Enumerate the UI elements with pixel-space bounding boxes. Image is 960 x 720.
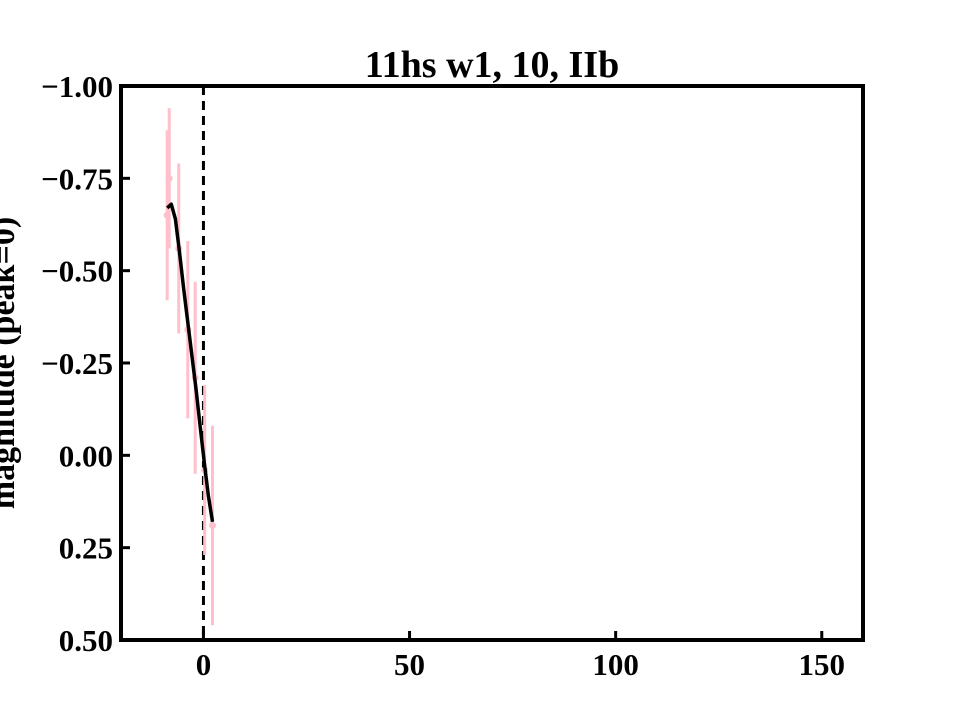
x-tick-label-2: 100 [592,647,639,682]
x-tick-label-1: 50 [394,647,425,682]
data-point-1 [165,174,173,182]
y-tick-label-6: 0.50 [59,623,113,658]
data-point-6 [209,522,217,530]
axis-ticks: 0 50 100 150 −1.00 −0.75 −0.50 −0.25 0.00 0.25 0.5… [41,69,845,682]
plot-area [163,86,217,640]
y-tick-label-2: −0.50 [41,254,113,289]
chart-title: 11hs w1, 10, IIb [365,44,619,86]
y-tick-label-1: −0.75 [41,161,113,196]
x-tick-label-0: 0 [196,647,212,682]
y-tick-label-3: −0.25 [41,346,113,381]
y-axis-label: magnitude (peak=0) [0,217,22,509]
plot-frame [119,84,865,642]
y-tick-label-4: 0.00 [59,438,113,473]
y-tick-label-5: 0.25 [59,531,113,566]
x-tick-label-3: 150 [799,647,846,682]
y-tick-label-0: −1.00 [41,69,113,104]
fit-line [166,202,215,523]
